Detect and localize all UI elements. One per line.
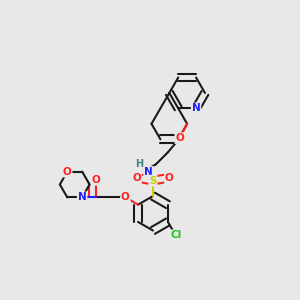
Text: O: O (63, 167, 72, 177)
Text: Cl: Cl (170, 230, 181, 240)
Text: O: O (132, 173, 141, 183)
Text: O: O (121, 192, 130, 203)
Text: O: O (175, 133, 184, 143)
Text: O: O (92, 175, 100, 185)
Text: H: H (135, 159, 143, 169)
Text: S: S (149, 176, 157, 186)
Text: N: N (144, 167, 153, 177)
Text: N: N (78, 192, 86, 203)
Text: O: O (165, 173, 174, 183)
Text: N: N (192, 103, 200, 113)
